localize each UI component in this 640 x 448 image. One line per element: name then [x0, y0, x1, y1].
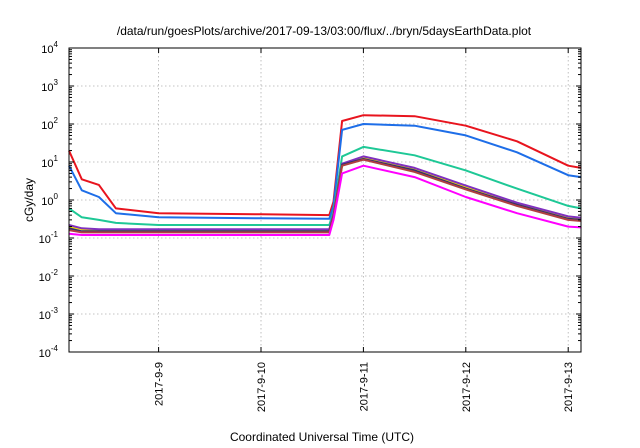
- y-tick-label: 102: [41, 116, 58, 132]
- y-tick-label: 10-2: [39, 268, 59, 284]
- y-tick-label: 101: [41, 154, 58, 170]
- series-layer: [68, 114, 582, 236]
- x-axis-label: Coordinated Universal Time (UTC): [230, 430, 414, 444]
- y-axis-label: cGy/day: [22, 178, 36, 222]
- x-tick-label: 2017-9-12: [461, 362, 473, 412]
- y-tick-label: 10-3: [39, 306, 59, 322]
- y-tick-label: 104: [41, 40, 58, 56]
- y-tick-label: 100: [41, 192, 58, 208]
- x-axis: 2017-9-9 2017-9-10 2017-9-11 2017-9-12 2017-…: [154, 48, 575, 412]
- y-tick-label: 10-4: [39, 344, 59, 360]
- x-tick-label: 2017-9-11: [358, 362, 370, 411]
- y-tick-label: 103: [41, 78, 58, 94]
- x-tick-label: 2017-9-9: [154, 362, 166, 406]
- y-axis: 10-4 10-3 10-2 10-1 100 101 102 103 104: [39, 40, 581, 360]
- series-line: [68, 164, 582, 236]
- x-tick-label: 2017-9-13: [563, 362, 575, 412]
- y-tick-label: 10-1: [39, 230, 59, 246]
- chart-title: /data/run/goesPlots/archive/2017-09-13/0…: [117, 24, 532, 38]
- grid: [69, 48, 581, 352]
- x-tick-label: 2017-9-10: [256, 362, 268, 412]
